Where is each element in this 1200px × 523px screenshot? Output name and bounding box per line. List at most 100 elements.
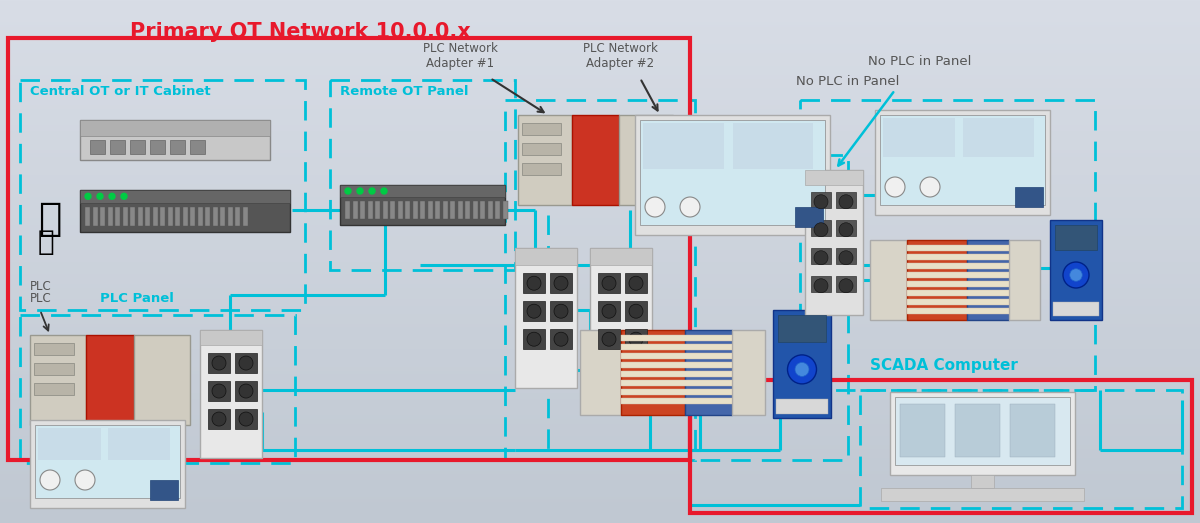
Bar	[907, 245, 1009, 251]
Bar	[0, 416, 1200, 417]
Bar	[0, 520, 1200, 521]
Bar	[907, 308, 1009, 314]
Bar	[620, 362, 732, 368]
Bar	[436, 201, 440, 219]
Bar	[0, 175, 1200, 176]
Bar	[0, 311, 1200, 312]
Bar	[620, 344, 732, 350]
Circle shape	[920, 177, 940, 197]
Bar	[0, 4, 1200, 5]
Bar	[805, 170, 863, 315]
Bar	[0, 184, 1200, 185]
Bar	[0, 259, 1200, 260]
Bar	[518, 115, 572, 205]
Bar	[0, 383, 1200, 384]
Bar	[0, 33, 1200, 34]
Bar	[0, 185, 1200, 186]
Bar	[0, 438, 1200, 439]
Bar	[0, 190, 1200, 191]
Bar	[0, 180, 1200, 181]
Bar	[0, 362, 1200, 363]
Bar	[620, 335, 732, 341]
Bar	[0, 434, 1200, 435]
Bar	[0, 395, 1200, 396]
Bar	[0, 470, 1200, 471]
Bar	[0, 401, 1200, 402]
Bar	[0, 426, 1200, 427]
Circle shape	[370, 188, 374, 194]
Bar	[0, 118, 1200, 119]
Bar	[0, 194, 1200, 195]
Bar	[0, 290, 1200, 291]
Bar	[0, 326, 1200, 327]
Circle shape	[629, 276, 643, 290]
Bar	[0, 439, 1200, 440]
Bar	[0, 12, 1200, 13]
Circle shape	[886, 177, 905, 197]
Bar	[0, 0, 1200, 1]
Bar	[0, 71, 1200, 72]
Bar	[522, 123, 560, 135]
Bar	[0, 368, 1200, 369]
Bar	[0, 232, 1200, 233]
Bar	[353, 201, 358, 219]
Bar	[836, 192, 856, 208]
Bar	[0, 448, 1200, 449]
Bar	[80, 190, 290, 232]
Bar	[0, 111, 1200, 112]
Bar	[0, 21, 1200, 22]
Bar	[0, 208, 1200, 209]
Bar	[0, 260, 1200, 261]
Bar	[0, 307, 1200, 308]
Bar	[0, 19, 1200, 20]
Bar	[0, 323, 1200, 324]
Bar	[330, 80, 515, 270]
Bar	[0, 26, 1200, 27]
Bar	[0, 126, 1200, 127]
Bar	[0, 7, 1200, 8]
Bar	[0, 463, 1200, 464]
Circle shape	[382, 188, 386, 194]
Bar	[0, 376, 1200, 377]
Bar	[640, 120, 826, 225]
Bar	[208, 409, 230, 429]
Bar	[0, 450, 1200, 451]
Bar	[890, 392, 1075, 474]
Bar	[0, 299, 1200, 300]
Bar	[0, 329, 1200, 330]
Bar	[0, 202, 1200, 203]
Bar	[0, 105, 1200, 106]
Bar	[145, 207, 150, 226]
Bar	[0, 428, 1200, 429]
Bar	[0, 57, 1200, 58]
Bar	[0, 84, 1200, 85]
Bar	[0, 518, 1200, 519]
Bar	[0, 296, 1200, 297]
Bar	[0, 358, 1200, 359]
Bar	[0, 442, 1200, 443]
Bar	[0, 349, 1200, 350]
Text: PLC: PLC	[30, 280, 52, 293]
Bar	[0, 342, 1200, 343]
Bar	[0, 283, 1200, 284]
Bar	[0, 22, 1200, 23]
Bar	[0, 226, 1200, 227]
Bar	[0, 394, 1200, 395]
Bar	[130, 140, 145, 154]
Circle shape	[1069, 269, 1082, 281]
Bar	[0, 10, 1200, 11]
Bar	[205, 207, 210, 226]
Bar	[160, 207, 166, 226]
Bar	[170, 140, 185, 154]
Bar	[0, 312, 1200, 313]
Bar	[0, 136, 1200, 137]
Bar	[134, 335, 190, 425]
Bar	[0, 316, 1200, 317]
Bar	[0, 32, 1200, 33]
Bar	[0, 179, 1200, 180]
Bar	[0, 60, 1200, 61]
Bar	[200, 330, 262, 458]
Bar	[0, 157, 1200, 158]
Bar	[0, 510, 1200, 511]
Bar	[0, 477, 1200, 478]
